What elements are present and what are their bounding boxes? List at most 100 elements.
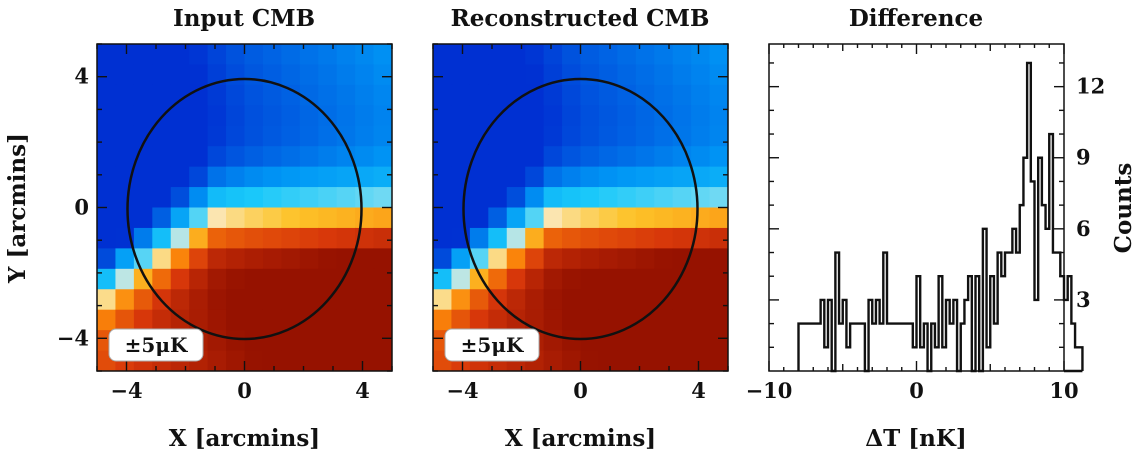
- input-cmb-pixel: [97, 166, 117, 188]
- panel1-xtick-label: −4: [110, 378, 142, 403]
- input-cmb-pixel: [373, 289, 392, 311]
- input-cmb-pixel: [244, 105, 264, 127]
- reconstructed-cmb-pixel: [506, 227, 526, 249]
- input-cmb-pixel: [355, 268, 375, 290]
- input-cmb-pixel: [226, 146, 246, 168]
- reconstructed-cmb-pixel: [525, 44, 545, 66]
- reconstructed-cmb-pixel: [506, 84, 526, 106]
- reconstructed-cmb-pixel: [654, 146, 674, 168]
- input-cmb-pixel: [170, 64, 190, 86]
- input-cmb-pixel: [373, 146, 392, 168]
- reconstructed-cmb-pixel: [543, 350, 563, 371]
- reconstructed-cmb-pixel: [691, 248, 711, 270]
- input-cmb-pixel: [262, 146, 282, 168]
- reconstructed-cmb-pixel: [506, 64, 526, 86]
- input-cmb-pixel: [152, 268, 172, 290]
- reconstructed-cmb-pixel: [691, 350, 711, 371]
- input-cmb-pixel: [133, 227, 153, 249]
- input-cmb-pixel: [299, 227, 319, 249]
- input-cmb-pixel: [318, 207, 338, 229]
- reconstructed-cmb-pixel: [654, 309, 674, 331]
- input-cmb-pixel: [244, 268, 264, 290]
- input-cmb-pixel: [189, 44, 209, 66]
- input-cmb-pixel: [226, 64, 246, 86]
- input-cmb-pixel: [299, 207, 319, 229]
- input-cmb-pixel: [152, 187, 172, 209]
- reconstructed-cmb-pixel: [488, 84, 508, 106]
- input-cmb-pixel: [152, 64, 172, 86]
- reconstructed-cmb-pixel: [654, 268, 674, 290]
- reconstructed-cmb-pixel: [488, 207, 508, 229]
- input-cmb-pixel: [299, 105, 319, 127]
- reconstructed-cmb-pixel: [654, 248, 674, 270]
- reconstructed-cmb-pixel: [525, 64, 545, 86]
- panel3-xtick-label: −10: [746, 378, 793, 403]
- reconstructed-cmb-pixel: [525, 207, 545, 229]
- input-cmb-pixel: [226, 268, 246, 290]
- reconstructed-cmb-pixel: [580, 64, 600, 86]
- reconstructed-cmb-pixel: [580, 350, 600, 371]
- reconstructed-cmb-pixel: [469, 227, 489, 249]
- input-cmb-pixel: [299, 248, 319, 270]
- input-cmb-pixel: [207, 248, 227, 270]
- reconstructed-cmb-pixel: [709, 309, 728, 331]
- input-cmb-pixel: [336, 330, 356, 352]
- input-cmb-pixel: [262, 166, 282, 188]
- reconstructed-cmb-pixel: [506, 289, 526, 311]
- input-cmb-pixel: [244, 125, 264, 147]
- input-cmb-pixel: [355, 248, 375, 270]
- input-cmb-pixel: [336, 125, 356, 147]
- input-cmb-pixel: [189, 227, 209, 249]
- input-cmb-pixel: [226, 350, 246, 371]
- reconstructed-cmb-pixel: [506, 187, 526, 209]
- reconstructed-cmb-pixel: [543, 248, 563, 270]
- reconstructed-cmb-pixel: [654, 125, 674, 147]
- reconstructed-cmb-pixel: [543, 207, 563, 229]
- scale-badge-text-2: ±5μK: [461, 333, 524, 357]
- input-cmb-pixel: [244, 309, 264, 331]
- reconstructed-cmb-pixel: [506, 268, 526, 290]
- reconstructed-cmb-pixel: [543, 125, 563, 147]
- panel1-ytick-label: −4: [57, 325, 89, 350]
- input-cmb-pixel: [207, 289, 227, 311]
- reconstructed-cmb-pixel: [654, 330, 674, 352]
- reconstructed-cmb-pixel: [488, 248, 508, 270]
- reconstructed-cmb-pixel: [469, 166, 489, 188]
- input-cmb-pixel: [226, 166, 246, 188]
- input-cmb-pixel: [133, 105, 153, 127]
- reconstructed-cmb-pixel: [562, 330, 582, 352]
- input-cmb-pixel: [355, 350, 375, 371]
- reconstructed-cmb-pixel: [543, 166, 563, 188]
- reconstructed-cmb-pixel: [433, 187, 453, 209]
- reconstructed-cmb-pixel: [580, 125, 600, 147]
- reconstructed-cmb-pixel: [598, 84, 618, 106]
- input-cmb-pixel: [318, 84, 338, 106]
- panel3-ytick-label: 12: [1076, 74, 1105, 99]
- input-cmb-pixel: [244, 207, 264, 229]
- input-cmb-pixel: [281, 289, 301, 311]
- reconstructed-cmb-pixel: [598, 146, 618, 168]
- reconstructed-cmb-pixel: [451, 289, 471, 311]
- reconstructed-cmb-pixel: [451, 207, 471, 229]
- input-cmb-pixel: [336, 44, 356, 66]
- reconstructed-cmb-pixel: [672, 166, 692, 188]
- panel2-ticks: −4 0 4: [432, 43, 729, 403]
- reconstructed-cmb-map: [433, 44, 728, 371]
- reconstructed-cmb-pixel: [580, 330, 600, 352]
- reconstructed-cmb-pixel: [709, 350, 728, 371]
- reconstructed-cmb-pixel: [635, 330, 655, 352]
- reconstructed-cmb-pixel: [580, 227, 600, 249]
- input-cmb-pixel: [207, 105, 227, 127]
- reconstructed-cmb-pixel: [691, 207, 711, 229]
- input-cmb-pixel: [207, 350, 227, 371]
- input-cmb-pixel: [355, 187, 375, 209]
- reconstructed-cmb-pixel: [433, 64, 453, 86]
- input-cmb-pixel: [318, 330, 338, 352]
- reconstructed-cmb-pixel: [654, 187, 674, 209]
- reconstructed-cmb-pixel: [451, 309, 471, 331]
- input-cmb-pixel: [207, 166, 227, 188]
- reconstructed-cmb-pixel: [543, 268, 563, 290]
- input-cmb-pixel: [115, 44, 135, 66]
- input-cmb-pixel: [189, 125, 209, 147]
- input-cmb-pixel: [355, 44, 375, 66]
